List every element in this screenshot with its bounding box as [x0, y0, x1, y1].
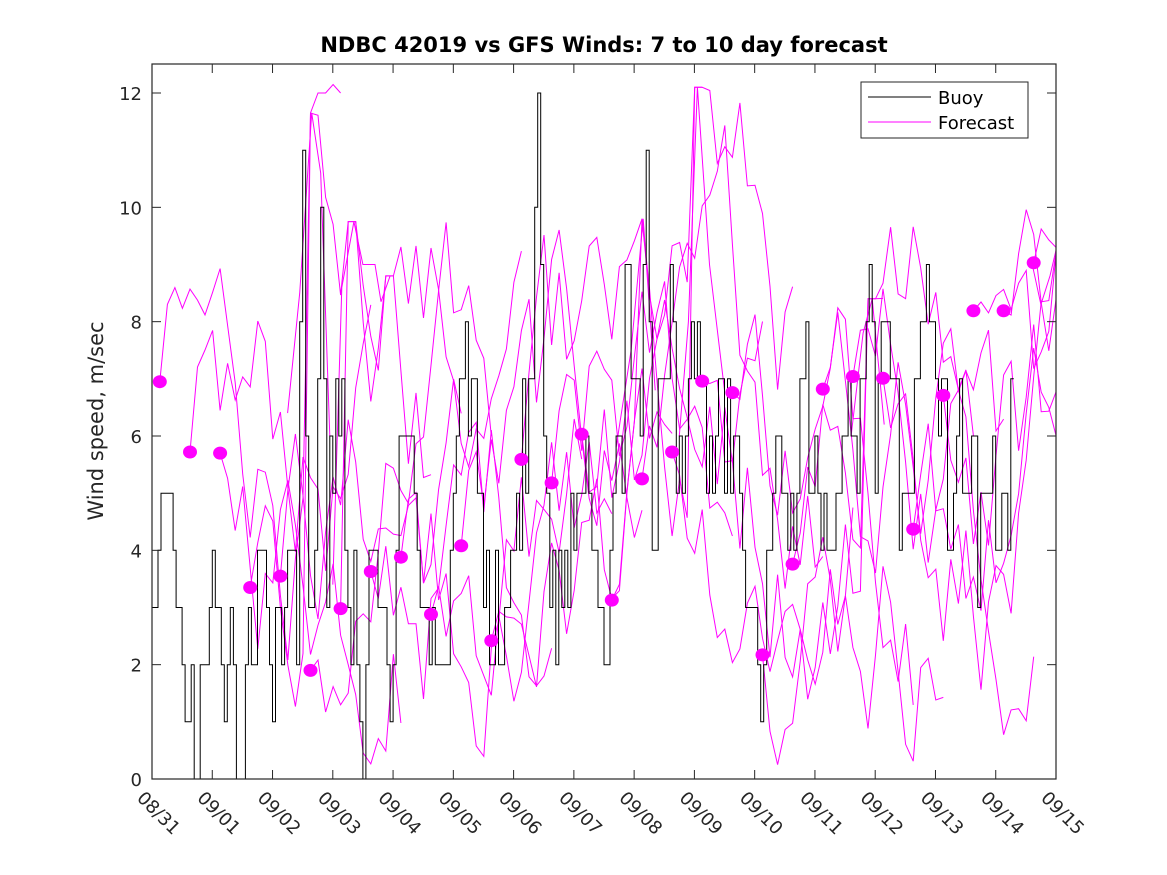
y-axis: 0 2 4 6 8 10 12 — [119, 84, 1056, 791]
axes-box — [151, 63, 1057, 780]
forecast-trace — [189, 304, 372, 571]
forecast-start-dot — [544, 476, 559, 490]
forecast-start-dot — [574, 427, 589, 441]
forecast-trace-peak — [332, 221, 391, 585]
y-axis-label: Wind speed, m/sec — [84, 321, 108, 520]
legend-label-buoy: Buoy — [938, 88, 984, 109]
forecast-start-dot — [665, 445, 680, 459]
forecast-start-dot — [755, 648, 770, 662]
forecast-trace — [1003, 209, 1056, 351]
forecast-series — [159, 83, 1056, 766]
y-tick-label: 10 — [119, 198, 142, 219]
forecast-trace — [279, 378, 462, 620]
forecast-trace — [641, 125, 824, 589]
forecast-trace — [219, 452, 402, 766]
forecast-trace — [942, 324, 1056, 546]
forecast-start-dot — [635, 472, 649, 486]
forecast-start-dot — [213, 446, 228, 460]
y-tick-label: 4 — [131, 541, 142, 562]
buoy-line — [152, 92, 1014, 779]
forecast-trace-peak — [1031, 250, 1056, 307]
forecast-start-dot — [845, 370, 860, 383]
forecast-trace — [430, 441, 613, 702]
forecast-start-dot — [876, 371, 890, 385]
forecast-trace — [852, 288, 1035, 735]
y-tick-label: 2 — [131, 656, 142, 677]
forecast-start-dot — [604, 593, 619, 607]
forecast-trace — [370, 421, 553, 700]
forecast-trace — [551, 281, 733, 537]
forecast-start-dot — [514, 452, 529, 466]
forecast-trace — [822, 312, 1005, 574]
forecast-trace — [671, 451, 854, 686]
forecast-trace — [460, 229, 643, 546]
forecast-trace — [912, 348, 1056, 611]
y-tick-label: 12 — [119, 84, 142, 105]
forecast-start-dot — [424, 607, 438, 621]
forecast-trace — [611, 86, 794, 601]
forecast-trace — [762, 537, 944, 765]
forecast-start-dot — [183, 445, 197, 459]
forecast-start-dot — [906, 522, 921, 536]
forecast-trace — [792, 226, 974, 565]
forecast-start-dot — [363, 565, 378, 578]
forecast-start-dot — [303, 663, 318, 677]
forecast-trace-peak — [678, 87, 725, 437]
forecast-start-dot — [333, 602, 348, 616]
forecast-trace-peak — [850, 298, 885, 437]
buoy-series — [152, 92, 1014, 779]
forecast-start-dot — [454, 539, 469, 553]
forecast-trace — [882, 249, 1056, 690]
forecast-start-dot — [996, 304, 1011, 318]
forecast-trace — [520, 86, 703, 460]
y-tick-label: 8 — [131, 313, 142, 334]
forecast-start-dot — [695, 374, 710, 388]
forecast-trace — [702, 297, 884, 700]
forecast-start-dot — [785, 557, 800, 571]
chart-title: NDBC 42019 vs GFS Winds: 7 to 10 day for… — [320, 33, 887, 57]
forecast-trace — [400, 418, 583, 758]
forecast-start-dot — [393, 550, 408, 564]
forecast-start-dot — [1026, 256, 1041, 270]
forecast-start-dot — [966, 304, 981, 318]
forecast-start-dot — [273, 569, 288, 583]
y-tick-label: 0 — [131, 770, 142, 791]
y-tick-label: 6 — [131, 427, 142, 448]
forecast-start-dot — [936, 388, 951, 402]
forecast-start-dot — [484, 634, 499, 648]
legend-box — [860, 81, 1029, 139]
legend: Buoy Forecast — [860, 81, 1029, 139]
plot-area — [152, 83, 1056, 779]
forecast-start-dot — [725, 386, 740, 400]
forecast-trace — [490, 368, 673, 688]
forecast-start-dot — [243, 581, 258, 594]
legend-label-forecast: Forecast — [938, 113, 1014, 134]
forecast-start-markers — [152, 256, 1041, 677]
forecast-start-dot — [152, 375, 167, 389]
forecast-trace — [310, 222, 492, 713]
forecast-trace — [973, 250, 1056, 369]
forecast-start-dot — [815, 382, 830, 396]
forecast-trace — [340, 221, 522, 609]
